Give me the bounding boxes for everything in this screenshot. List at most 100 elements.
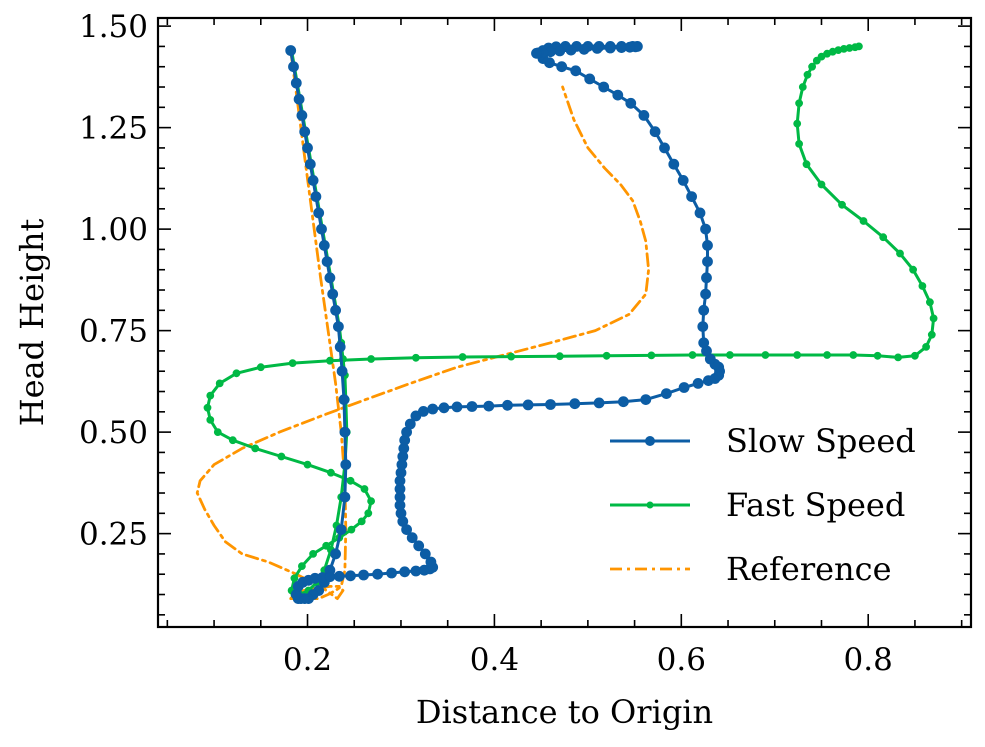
data-point-slow-speed bbox=[612, 89, 624, 101]
data-point-slow-speed bbox=[686, 191, 697, 203]
data-point-slow-speed bbox=[700, 223, 711, 235]
data-point-slow-speed bbox=[288, 61, 299, 73]
data-point-slow-speed bbox=[556, 61, 568, 73]
data-point-slow-speed bbox=[413, 540, 425, 552]
data-point-slow-speed bbox=[316, 223, 327, 235]
data-point-slow-speed bbox=[339, 426, 351, 438]
data-point-fast-speed bbox=[761, 351, 770, 359]
data-point-slow-speed bbox=[698, 337, 710, 349]
data-point-slow-speed bbox=[565, 44, 577, 56]
data-point-fast-speed bbox=[297, 562, 306, 570]
data-point-slow-speed bbox=[336, 365, 348, 377]
data-point-fast-speed bbox=[909, 265, 917, 274]
data-point-fast-speed bbox=[896, 249, 904, 258]
x-tick-label: 0.8 bbox=[844, 642, 893, 678]
data-point-slow-speed bbox=[318, 239, 330, 251]
data-point-slow-speed bbox=[578, 43, 590, 55]
data-point-slow-speed bbox=[668, 158, 680, 170]
data-point-fast-speed bbox=[927, 330, 936, 339]
data-point-fast-speed bbox=[894, 353, 902, 362]
data-point-fast-speed bbox=[922, 342, 930, 351]
data-point-fast-speed bbox=[288, 359, 297, 368]
data-point-fast-speed bbox=[360, 485, 369, 493]
data-point-slow-speed bbox=[332, 321, 344, 333]
data-point-slow-speed bbox=[324, 571, 336, 583]
data-point-fast-speed bbox=[203, 403, 212, 412]
data-point-slow-speed bbox=[451, 401, 463, 413]
data-point-slow-speed bbox=[313, 207, 325, 219]
data-point-slow-speed bbox=[466, 401, 478, 412]
data-point-slow-speed bbox=[302, 142, 313, 154]
data-point-fast-speed bbox=[303, 460, 312, 469]
data-point-fast-speed bbox=[251, 444, 260, 453]
data-point-slow-speed bbox=[640, 394, 652, 406]
data-point-fast-speed bbox=[555, 352, 564, 361]
data-point-fast-speed bbox=[458, 353, 467, 361]
data-point-fast-speed bbox=[309, 550, 318, 558]
data-point-slow-speed bbox=[638, 110, 650, 121]
data-point-slow-speed bbox=[522, 399, 534, 411]
data-point-fast-speed bbox=[795, 139, 803, 148]
y-tick-label: 0.50 bbox=[79, 415, 148, 451]
data-point-slow-speed bbox=[290, 77, 302, 89]
data-point-slow-speed bbox=[327, 288, 339, 300]
data-point-fast-speed bbox=[873, 351, 882, 360]
x-axis-label: Distance to Origin bbox=[416, 693, 713, 731]
legend-entry-fast-speed: Fast Speed bbox=[610, 486, 905, 524]
data-point-fast-speed bbox=[602, 351, 611, 360]
data-point-slow-speed bbox=[321, 256, 333, 268]
data-point-slow-speed bbox=[616, 42, 627, 53]
legend-marker-slow-speed bbox=[645, 436, 655, 446]
data-point-slow-speed bbox=[293, 93, 305, 105]
data-point-slow-speed bbox=[692, 377, 704, 389]
data-point-slow-speed bbox=[569, 398, 581, 410]
series-slow-speed bbox=[285, 41, 725, 604]
data-point-slow-speed bbox=[584, 73, 596, 85]
data-point-slow-speed bbox=[698, 304, 710, 316]
y-tick-label: 1.00 bbox=[79, 212, 148, 248]
y-tick-label: 1.50 bbox=[79, 9, 148, 45]
data-point-fast-speed bbox=[911, 351, 919, 360]
data-point-fast-speed bbox=[364, 509, 373, 518]
data-point-slow-speed bbox=[697, 321, 709, 333]
data-point-fast-speed bbox=[322, 541, 331, 550]
data-point-slow-speed bbox=[618, 396, 629, 408]
data-point-slow-speed bbox=[358, 569, 370, 581]
data-point-slow-speed bbox=[677, 174, 689, 186]
x-tick-label: 0.4 bbox=[470, 642, 519, 678]
data-point-slow-speed bbox=[593, 397, 605, 409]
data-point-fast-speed bbox=[808, 62, 816, 71]
legend-entry-slow-speed: Slow Speed bbox=[610, 422, 916, 460]
data-point-slow-speed bbox=[427, 403, 439, 415]
data-point-fast-speed bbox=[346, 476, 355, 485]
data-point-slow-speed bbox=[324, 272, 336, 284]
data-point-fast-speed bbox=[795, 99, 803, 108]
data-point-fast-speed bbox=[823, 351, 831, 359]
data-point-fast-speed bbox=[290, 574, 299, 583]
data-point-fast-speed bbox=[855, 42, 863, 51]
y-tick-label: 1.25 bbox=[79, 111, 148, 147]
data-point-slow-speed bbox=[399, 566, 411, 578]
data-point-slow-speed bbox=[625, 97, 637, 109]
data-point-fast-speed bbox=[918, 282, 927, 290]
data-point-fast-speed bbox=[206, 391, 215, 400]
legend-entry-reference: Reference bbox=[610, 550, 892, 588]
legend-label-fast-speed: Fast Speed bbox=[726, 486, 905, 524]
data-point-fast-speed bbox=[838, 200, 846, 209]
data-point-slow-speed bbox=[307, 174, 319, 186]
axis-labels: Distance to Origin Head Height bbox=[13, 219, 713, 731]
data-point-slow-speed bbox=[649, 126, 661, 138]
data-point-slow-speed bbox=[659, 142, 670, 154]
data-point-slow-speed bbox=[591, 43, 603, 54]
legend: Slow Speed Fast Speed Reference bbox=[610, 422, 916, 588]
data-point-fast-speed bbox=[357, 517, 366, 526]
data-point-slow-speed bbox=[340, 459, 352, 471]
data-point-fast-speed bbox=[926, 298, 934, 307]
data-point-slow-speed bbox=[702, 256, 713, 268]
data-point-slow-speed bbox=[406, 532, 418, 544]
data-point-fast-speed bbox=[817, 180, 826, 189]
data-point-slow-speed bbox=[678, 382, 690, 393]
data-point-slow-speed bbox=[404, 418, 416, 430]
data-point-slow-speed bbox=[425, 556, 437, 568]
